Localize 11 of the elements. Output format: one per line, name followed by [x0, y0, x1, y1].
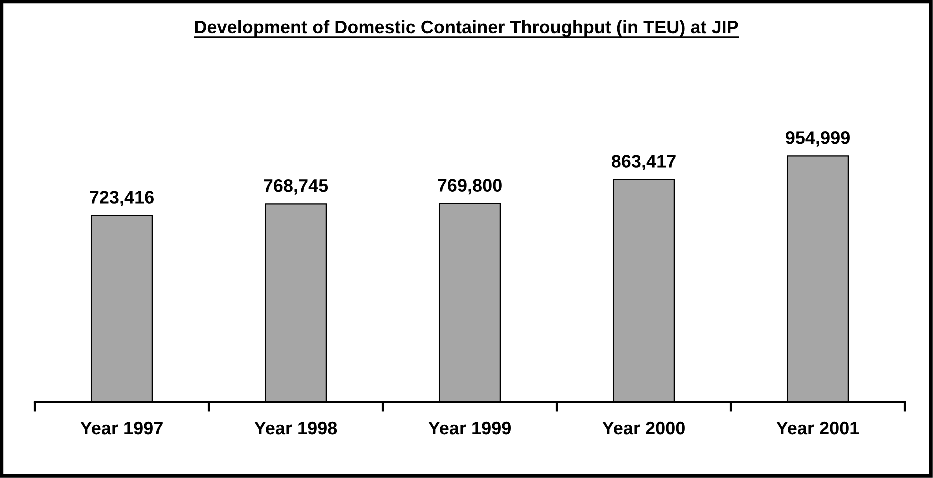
x-tick-label: Year 1999: [428, 422, 512, 435]
x-tick-label: Year 2001: [776, 422, 860, 435]
x-tick-label: Year 1998: [254, 422, 338, 435]
data-label: 769,800: [438, 179, 502, 195]
data-label: 863,417: [612, 155, 676, 170]
data-label: 954,999: [786, 132, 850, 147]
chart-title: Development of Domestic Container Throughput (in TEU) at JIP: [195, 20, 738, 38]
x-tick-label: Year 1997: [80, 422, 163, 435]
x-tick-label: Year 2000: [602, 422, 685, 435]
data-label: 768,745: [264, 179, 328, 195]
data-label: 723,416: [90, 191, 154, 207]
